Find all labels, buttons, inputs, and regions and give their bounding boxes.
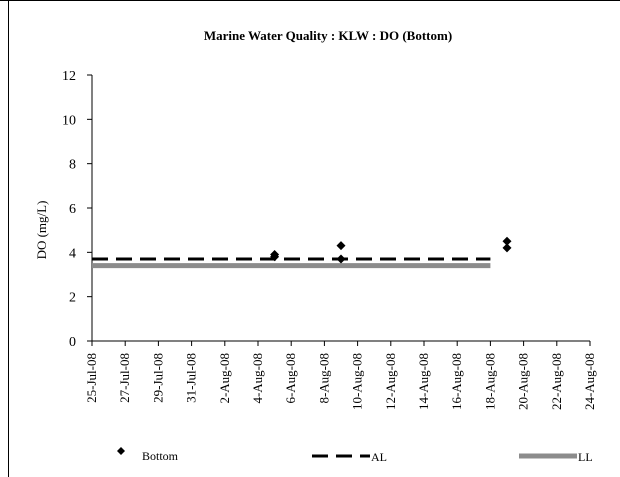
x-tick-label: 29-Jul-08	[150, 353, 165, 403]
data-point-bottom	[502, 243, 512, 253]
x-tick-label: 31-Jul-08	[184, 353, 199, 403]
x-tick-label: 2-Aug-08	[217, 353, 232, 404]
y-tick-label: 2	[69, 291, 76, 306]
x-tick-label: 16-Aug-08	[449, 353, 464, 410]
legend-label: Bottom	[142, 449, 179, 463]
y-tick-label: 4	[69, 246, 76, 261]
x-tick-label: 20-Aug-08	[516, 353, 531, 410]
legend-label: AL	[371, 450, 387, 464]
chart-title: Marine Water Quality : KLW : DO (Bottom)	[204, 28, 452, 43]
y-axis-title: DO (mg/L)	[34, 201, 49, 260]
plot-area: 0 2 4 6 8 10 12 25-Jul-08 27-Jul-08 29-Jul-08 31-J…	[62, 69, 597, 410]
legend-marker-bottom	[117, 447, 125, 455]
data-point-bottom	[336, 254, 346, 264]
y-tick-label: 8	[69, 158, 76, 173]
y-tick-label: 0	[69, 335, 76, 350]
x-tick-label: 6-Aug-08	[283, 353, 298, 404]
y-tick-label: 10	[62, 113, 76, 128]
x-tick-label: 24-Aug-08	[582, 353, 597, 410]
data-point-bottom	[336, 241, 346, 251]
data-point-bottom	[270, 252, 280, 262]
x-tick-label: 10-Aug-08	[350, 353, 365, 410]
x-tick-label: 8-Aug-08	[316, 353, 331, 404]
x-tick-label: 18-Aug-08	[482, 353, 497, 410]
x-tick-label: 12-Aug-08	[383, 353, 398, 410]
data-point-bottom	[502, 236, 512, 246]
x-tick-label: 4-Aug-08	[250, 353, 265, 404]
x-tick-label: 22-Aug-08	[549, 353, 564, 410]
legend-label: LL	[578, 450, 593, 464]
x-tick-label: 14-Aug-08	[416, 353, 431, 410]
y-tick-label: 6	[69, 202, 76, 217]
legend: Bottom AL LL	[117, 447, 593, 464]
x-tick-label: 25-Jul-08	[84, 353, 99, 403]
x-tick-label: 27-Jul-08	[117, 353, 132, 403]
y-tick-label: 12	[62, 69, 76, 84]
